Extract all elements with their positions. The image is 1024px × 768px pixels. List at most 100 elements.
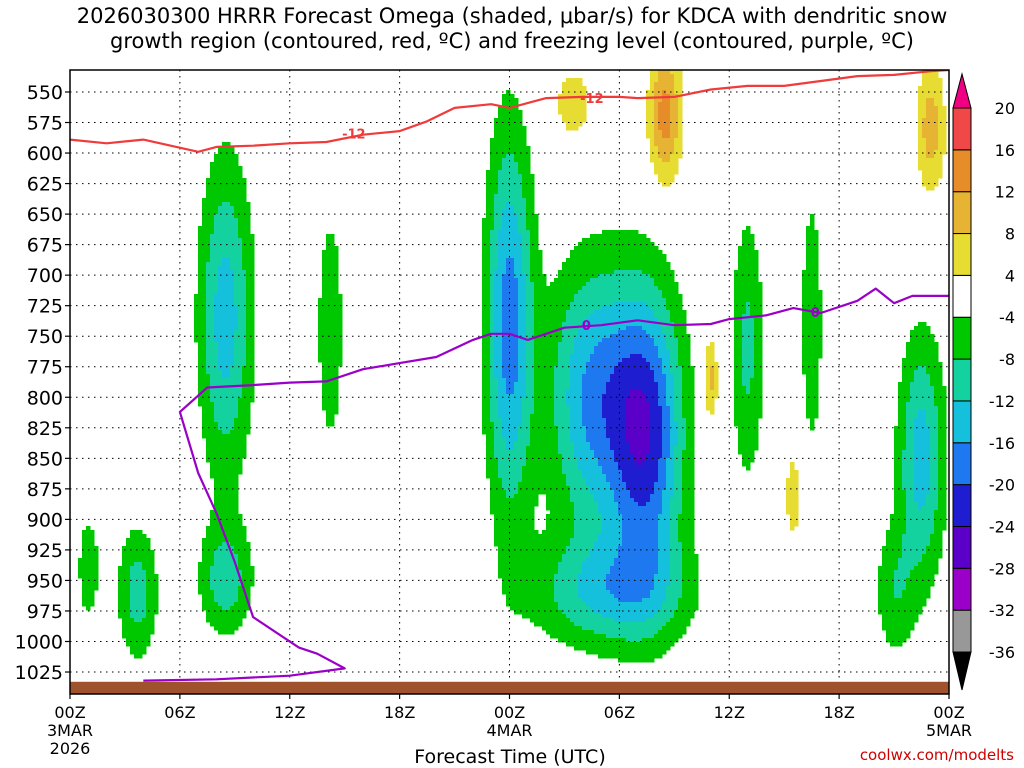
omega-cell: [222, 442, 227, 447]
omega-cell: [226, 486, 231, 491]
omega-cell: [206, 210, 211, 215]
omega-cell: [318, 338, 323, 343]
omega-cell: [522, 146, 527, 151]
omega-cell: [206, 382, 211, 387]
omega-cell: [202, 234, 207, 239]
omega-cell: [338, 326, 343, 331]
omega-cell: [546, 490, 551, 495]
omega-cell: [526, 194, 531, 199]
omega-cell: [574, 542, 579, 547]
omega-cell: [506, 150, 511, 155]
omega-cell: [522, 354, 527, 359]
omega-cell: [238, 594, 243, 599]
omega-cell: [222, 438, 227, 443]
omega-cell: [210, 566, 215, 571]
omega-cell: [590, 386, 595, 391]
omega-cell: [574, 110, 579, 115]
omega-cell: [558, 362, 563, 367]
omega-cell: [574, 82, 579, 87]
omega-cell: [222, 186, 227, 191]
omega-cell: [214, 218, 219, 223]
omega-cell: [554, 586, 559, 591]
omega-cell: [226, 390, 231, 395]
omega-cell: [238, 538, 243, 543]
omega-cell: [322, 274, 327, 279]
omega-cell: [562, 418, 567, 423]
omega-cell: [510, 174, 515, 179]
omega-cell: [330, 358, 335, 363]
omega-cell: [142, 590, 147, 595]
omega-cell: [78, 570, 83, 575]
omega-cell: [78, 574, 83, 579]
omega-cell: [578, 362, 583, 367]
omega-cell: [222, 258, 227, 263]
omega-cell: [582, 346, 587, 351]
omega-cell: [510, 422, 515, 427]
omega-cell: [550, 606, 555, 611]
omega-cell: [558, 306, 563, 311]
omega-cell: [222, 150, 227, 155]
omega-cell: [574, 610, 579, 615]
omega-cell: [154, 606, 159, 611]
omega-cell: [482, 266, 487, 271]
omega-cell: [222, 602, 227, 607]
omega-cell: [582, 522, 587, 527]
omega-cell: [538, 370, 543, 375]
omega-cell: [494, 414, 499, 419]
omega-cell: [506, 206, 511, 211]
omega-cell: [194, 294, 199, 299]
omega-cell: [486, 354, 491, 359]
omega-cell: [334, 302, 339, 307]
omega-cell: [598, 234, 603, 239]
omega-cell: [566, 502, 571, 507]
omega-cell: [514, 142, 519, 147]
omega-cell: [90, 594, 95, 599]
omega-cell: [486, 302, 491, 307]
omega-cell: [250, 350, 255, 355]
omega-cell: [546, 386, 551, 391]
omega-cell: [526, 442, 531, 447]
omega-cell: [582, 326, 587, 331]
omega-cell: [490, 294, 495, 299]
omega-cell: [550, 402, 555, 407]
omega-cell: [494, 462, 499, 467]
omega-cell: [522, 230, 527, 235]
omega-cell: [546, 570, 551, 575]
omega-cell: [566, 350, 571, 355]
omega-cell: [530, 526, 535, 531]
omega-cell: [90, 570, 95, 575]
omega-cell: [82, 586, 87, 591]
omega-cell: [506, 346, 511, 351]
omega-cell: [138, 574, 143, 579]
omega-cell: [226, 582, 231, 587]
omega-cell: [134, 606, 139, 611]
omega-cell: [230, 174, 235, 179]
omega-cell: [214, 350, 219, 355]
omega-cell: [246, 606, 251, 611]
omega-cell: [530, 538, 535, 543]
omega-cell: [238, 582, 243, 587]
omega-cell: [482, 326, 487, 331]
omega-cell: [578, 386, 583, 391]
omega-cell: [214, 414, 219, 419]
omega-cell: [538, 398, 543, 403]
omega-cell: [518, 574, 523, 579]
omega-cell: [326, 366, 331, 371]
omega-cell: [218, 250, 223, 255]
omega-cell: [562, 406, 567, 411]
omega-cell: [546, 630, 551, 635]
omega-cell: [506, 546, 511, 551]
omega-cell: [574, 318, 579, 323]
omega-cell: [214, 162, 219, 167]
omega-cell: [234, 538, 239, 543]
omega-cell: [202, 370, 207, 375]
omega-cell: [218, 358, 223, 363]
omega-cell: [222, 606, 227, 611]
omega-cell: [538, 274, 543, 279]
omega-cell: [210, 350, 215, 355]
omega-cell: [574, 450, 579, 455]
omega-cell: [554, 570, 559, 575]
omega-cell: [214, 590, 219, 595]
omega-cell: [570, 346, 575, 351]
omega-cell: [506, 442, 511, 447]
